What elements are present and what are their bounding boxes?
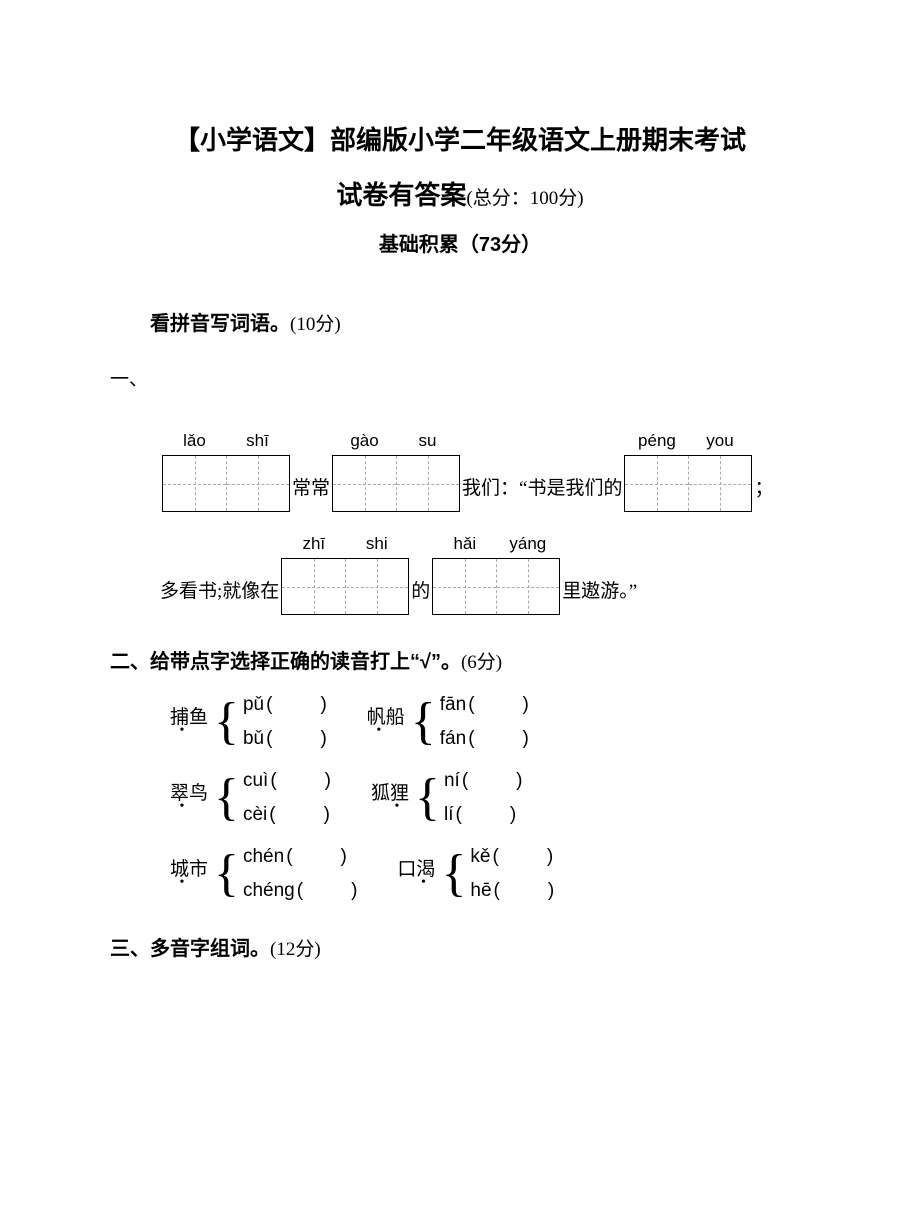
q1-heading: 看拼音写词语。(10分) 一、 (110, 307, 810, 391)
emphasis-dot: • (180, 727, 199, 735)
pinyin: lǎo (163, 431, 226, 451)
emphasis-dot: • (407, 879, 426, 887)
word-label: 捕鱼• (170, 708, 208, 735)
reading-options: cuì() cèi() (243, 770, 331, 826)
reading-choice-group: 捕鱼• {pǔ() bǔ() (170, 694, 327, 750)
reading-option[interactable]: fán() (440, 728, 529, 750)
q1-row-1: lǎoshī 常常 gàosu 我们：“书是我们的 péngyou ； (160, 431, 810, 512)
title-line-2: 试卷有答案(总分：100分) (110, 175, 810, 212)
reading-option[interactable]: chén() (243, 846, 357, 868)
word-label: 口渴 • (397, 860, 435, 887)
write-cell[interactable] (163, 456, 226, 511)
q2-row: 城市• {chén()chéng()口渴 •{kě()hē() (170, 846, 810, 902)
pinyin: shī (226, 431, 289, 451)
reading-option[interactable]: hē() (470, 880, 554, 902)
segment-text: 常常 (292, 473, 330, 512)
left-brace-icon: { (214, 772, 239, 824)
reading-options: pǔ() bǔ() (243, 694, 327, 750)
pinyin: shi (345, 534, 408, 554)
pinyin: gào (333, 431, 396, 451)
write-cell[interactable] (396, 456, 459, 511)
pinyin: zhī (282, 534, 345, 554)
title-l2-paren: (总分：100分) (466, 188, 583, 209)
segment-text: 里遨游。” (562, 576, 637, 615)
q1-row-2: 多看书;就像在 zhīshi 的 hǎiyáng 里遨游。” (160, 534, 810, 615)
write-cell[interactable] (345, 559, 408, 614)
pinyin: hǎi (433, 534, 496, 554)
pinyin-box: péngyou (624, 431, 752, 512)
q1-title-paren: (10分) (290, 314, 341, 335)
q3-heading: 三、多音字组词。(12分) (110, 932, 810, 961)
reading-options: ní() lí() (444, 770, 523, 826)
pinyin: yáng (496, 534, 559, 554)
exam-page: 【小学语文】部编版小学二年级语文上册期末考试 试卷有答案(总分：100分) 基础… (0, 0, 920, 1041)
word-label: 翠鸟• (170, 784, 208, 811)
pinyin: péng (625, 431, 688, 451)
segment-text: ； (754, 473, 773, 512)
reading-options: chén() chéng() (243, 846, 357, 902)
word-label: 狐狸 • (371, 784, 409, 811)
left-brace-icon: { (214, 848, 239, 900)
q3-heading-paren: (12分) (270, 939, 321, 960)
reading-option[interactable]: chéng() (243, 880, 357, 902)
reading-choice-group: 城市• {chén() chéng() (170, 846, 357, 902)
left-brace-icon: { (214, 696, 239, 748)
word-label: 城市• (170, 860, 208, 887)
segment-text: 的 (411, 576, 430, 615)
reading-option[interactable]: ní() (444, 770, 523, 792)
write-cell[interactable] (496, 559, 559, 614)
q1-body: lǎoshī 常常 gàosu 我们：“书是我们的 péngyou ； 多看书;… (110, 431, 810, 615)
write-cell[interactable] (282, 559, 345, 614)
reading-choice-group: 口渴 •{kě() hē() (397, 846, 554, 902)
segment-text: 多看书;就像在 (160, 576, 279, 615)
reading-options: fān() fán() (440, 694, 529, 750)
left-brace-icon: { (411, 696, 436, 748)
emphasis-dot: • (376, 727, 395, 735)
emphasis-dot: • (180, 803, 199, 811)
q2-row: 翠鸟• {cuì()cèi()狐狸 •{ní()lí() (170, 770, 810, 826)
reading-option[interactable]: cuì() (243, 770, 331, 792)
reading-option[interactable]: lí() (444, 804, 523, 826)
pinyin-box: hǎiyáng (432, 534, 560, 615)
reading-choice-group: 翠鸟• {cuì() cèi() (170, 770, 331, 826)
title-line-1: 【小学语文】部编版小学二年级语文上册期末考试 (110, 120, 810, 157)
pinyin-box: zhīshi (281, 534, 409, 615)
q2-heading: 二、给带点字选择正确的读音打上“√”。(6分) (110, 645, 810, 674)
reading-choice-group: 帆船• {fān() fán() (367, 694, 529, 750)
q1-title-bold: 看拼音写词语。 (150, 313, 290, 335)
emphasis-dot: • (180, 879, 199, 887)
write-cell[interactable] (688, 456, 751, 511)
reading-option[interactable]: pǔ() (243, 694, 327, 716)
title-l2-bold: 试卷有答案 (336, 180, 466, 210)
write-cell[interactable] (333, 456, 396, 511)
q3-heading-bold: 三、多音字组词。 (110, 938, 270, 960)
reading-option[interactable]: cèi() (243, 804, 331, 826)
q2-row: 捕鱼• {pǔ()bǔ()帆船• {fān()fán() (170, 694, 810, 750)
word-label: 帆船• (367, 708, 405, 735)
pinyin: su (396, 431, 459, 451)
segment-text: 我们：“书是我们的 (462, 473, 622, 512)
write-cell[interactable] (226, 456, 289, 511)
reading-choice-group: 狐狸 •{ní() lí() (371, 770, 523, 826)
reading-options: kě() hē() (470, 846, 554, 902)
pinyin-box: gàosu (332, 431, 460, 512)
subtitle: 基础积累（73分） (110, 228, 810, 257)
write-cell[interactable] (433, 559, 496, 614)
reading-option[interactable]: bǔ() (243, 728, 327, 750)
pinyin-box: lǎoshī (162, 431, 290, 512)
emphasis-dot: • (381, 803, 400, 811)
reading-option[interactable]: fān() (440, 694, 529, 716)
reading-option[interactable]: kě() (470, 846, 554, 868)
q2-heading-paren: (6分) (461, 652, 502, 673)
q2-heading-bold: 二、给带点字选择正确的读音打上“√”。 (110, 651, 461, 673)
pinyin: you (688, 431, 751, 451)
left-brace-icon: { (441, 848, 466, 900)
q1-marker: 一、 (110, 364, 341, 391)
left-brace-icon: { (415, 772, 440, 824)
q2-body: 捕鱼• {pǔ()bǔ()帆船• {fān()fán()翠鸟• {cuì()cè… (110, 694, 810, 902)
write-cell[interactable] (625, 456, 688, 511)
